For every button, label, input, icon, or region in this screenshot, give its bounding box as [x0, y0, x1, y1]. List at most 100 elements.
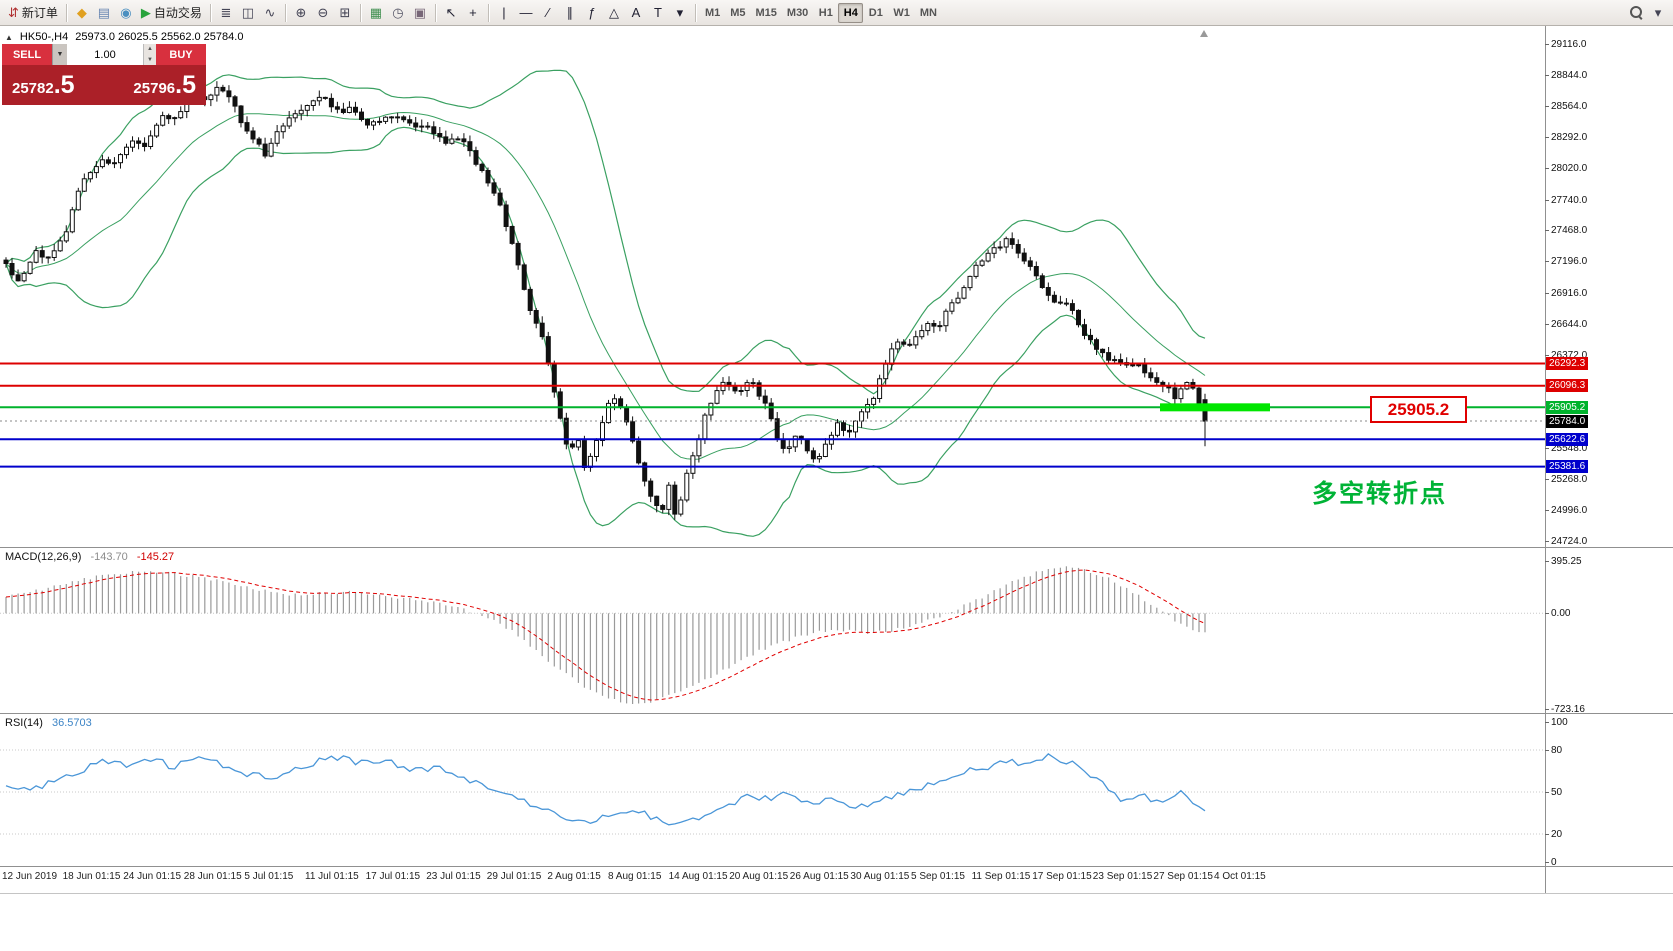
draw-shapes-button[interactable]: △ — [603, 2, 625, 24]
autotrading-button[interactable]: ▶ 自动交易 — [137, 2, 206, 24]
chart-candles-icon: ◫ — [241, 5, 255, 20]
one-click-collapse-icon[interactable]: ▲ — [5, 32, 13, 42]
highlight-bar — [1160, 403, 1270, 412]
new-order-icon: ⇵ — [8, 5, 19, 20]
toolbar-separator — [209, 3, 211, 22]
rsi-label: RSI(14) 36.5703 — [5, 717, 92, 729]
price-axis-border — [1545, 26, 1546, 893]
draw-channel-button[interactable]: ∥ — [559, 2, 581, 24]
tile-windows-button[interactable]: ⊞ — [334, 2, 356, 24]
more-button[interactable]: ▾ — [1647, 2, 1669, 24]
toolbar-separator — [284, 3, 286, 22]
market-watch-icon: ▤ — [97, 5, 111, 20]
indicators-list-button[interactable]: ▦ — [365, 2, 387, 24]
timeframe-mn-button[interactable]: MN — [919, 6, 937, 19]
search-button[interactable] — [1625, 2, 1647, 24]
price-callout[interactable]: 25905.2 — [1370, 396, 1467, 423]
macd-histogram — [5, 566, 1206, 704]
period-clock-icon: ◷ — [392, 5, 404, 20]
toolbar-separator — [434, 3, 436, 22]
timeframe-m5-button[interactable]: M5 — [730, 6, 746, 19]
cursor-icon: ↖ — [445, 5, 457, 20]
timeframe-h4-button[interactable]: H4 — [838, 2, 864, 23]
sell-button[interactable]: SELL — [2, 44, 52, 65]
volume-decrease-button[interactable]: ▼ — [144, 54, 156, 65]
draw-fibonacci-icon: ƒ — [588, 5, 596, 20]
annotation-text: 多空转折点 — [1312, 480, 1448, 508]
timeframe-w1-button[interactable]: W1 — [893, 6, 910, 19]
draw-vertical-line-button[interactable]: | — [493, 2, 515, 24]
draw-vertical-line-icon: | — [502, 5, 506, 20]
draw-text-button[interactable]: A — [625, 2, 647, 24]
chart-snapshot-icon: ▣ — [413, 5, 427, 20]
autotrading-label: 自动交易 — [153, 6, 202, 20]
timeframe-m30-button[interactable]: M30 — [786, 6, 809, 19]
cursor-button[interactable]: ↖ — [440, 2, 462, 24]
chart-bars-icon: ≣ — [220, 5, 232, 20]
draw-text-icon: A — [631, 5, 641, 20]
indicators-list-icon: ▦ — [369, 5, 383, 20]
zoom-out-icon: ⊖ — [317, 5, 329, 20]
draw-trendline-button[interactable]: ∕ — [537, 2, 559, 24]
draw-label-button[interactable]: T — [647, 2, 669, 24]
chart-symbol-period: HK50-,H4 — [19, 31, 69, 43]
volume-preset-dropdown[interactable]: ▼ — [52, 44, 67, 65]
rsi-line — [5, 753, 1206, 826]
timeframe-m15-button[interactable]: M15 — [755, 6, 777, 19]
window-bottom-border — [0, 893, 1673, 894]
rsi-panel-splitter[interactable] — [0, 713, 1673, 714]
macd-main-value: -143.70 — [90, 551, 128, 563]
chart-ohlc-values: 25973.0 26025.5 25562.0 25784.0 — [75, 31, 244, 43]
volume-input[interactable] — [67, 45, 143, 64]
autotrading-icon: ▶ — [140, 5, 151, 20]
new-order-button[interactable]: ⇵ 新订单 — [4, 2, 62, 24]
rsi-value: 36.5703 — [51, 717, 92, 729]
timeframe-m1-button[interactable]: M1 — [704, 6, 721, 19]
buy-button[interactable]: BUY — [156, 44, 206, 65]
macd-label: MACD(12,26,9) -143.70 -145.27 — [5, 551, 174, 563]
market-watch-button[interactable]: ▤ — [93, 2, 115, 24]
strategy-tester-button[interactable]: ◉ — [115, 2, 137, 24]
zoom-in-icon: ⊕ — [295, 5, 307, 20]
tile-windows-icon: ⊞ — [339, 5, 351, 20]
chart-title: ▲ HK50-,H4 25973.0 26025.5 25562.0 25784… — [5, 31, 243, 43]
chart-bars-button[interactable]: ≣ — [215, 2, 237, 24]
horizontal-lines — [0, 362, 1545, 468]
zoom-in-button[interactable]: ⊕ — [290, 2, 312, 24]
draw-fibonacci-button[interactable]: ƒ — [581, 2, 603, 24]
draw-arrows-icon: ▾ — [676, 5, 684, 20]
timeframe-d1-button[interactable]: D1 — [868, 6, 883, 19]
zoom-out-button[interactable]: ⊖ — [312, 2, 334, 24]
one-click-trading-panel: SELL ▼ ▲ ▼ BUY 25782.5 25796.5 — [2, 44, 206, 105]
period-clock-button[interactable]: ◷ — [387, 2, 409, 24]
sell-price: 25782.5 — [12, 70, 75, 99]
draw-channel-icon: ∥ — [566, 5, 574, 20]
metaeditor-button[interactable]: ◆ — [71, 2, 93, 24]
chart-snapshot-button[interactable]: ▣ — [409, 2, 431, 24]
draw-label-icon: T — [653, 5, 662, 20]
timeframe-h1-button[interactable]: H1 — [818, 6, 833, 19]
toolbar-separator — [487, 3, 489, 22]
draw-horizontal-line-button[interactable]: — — [515, 2, 537, 24]
chart-line-button[interactable]: ∿ — [259, 2, 281, 24]
macd-name: MACD(12,26,9) — [5, 551, 82, 563]
new-order-label: 新订单 — [21, 6, 58, 20]
draw-horizontal-line-icon: — — [519, 5, 533, 20]
draw-arrows-button[interactable]: ▾ — [669, 2, 691, 24]
toolbar: ⇵ 新订单 ◆ ▤ ◉ ▶ 自动交易 ≣ ◫ ∿ ⊕ ⊖ ⊞ ▦ ◷ ▣ ↖ + | — ∕ ∥ ƒ △ A T ▾ M1 M5 M15 M… — [0, 0, 1673, 26]
crosshair-button[interactable]: + — [462, 2, 484, 24]
draw-shapes-icon: △ — [608, 5, 619, 20]
chart-shift-marker[interactable] — [1200, 30, 1208, 37]
draw-trendline-icon: ∕ — [546, 5, 550, 20]
strategy-tester-icon: ◉ — [120, 5, 132, 20]
toolbar-separator — [694, 3, 696, 22]
buy-price: 25796.5 — [133, 70, 196, 99]
chart-candles-button[interactable]: ◫ — [237, 2, 259, 24]
macd-panel-splitter[interactable] — [0, 547, 1673, 548]
volume-increase-button[interactable]: ▲ — [144, 44, 156, 55]
time-axis-border — [0, 866, 1673, 867]
more-icon: ▾ — [1654, 5, 1662, 20]
macd-signal-value: -145.27 — [136, 551, 175, 563]
